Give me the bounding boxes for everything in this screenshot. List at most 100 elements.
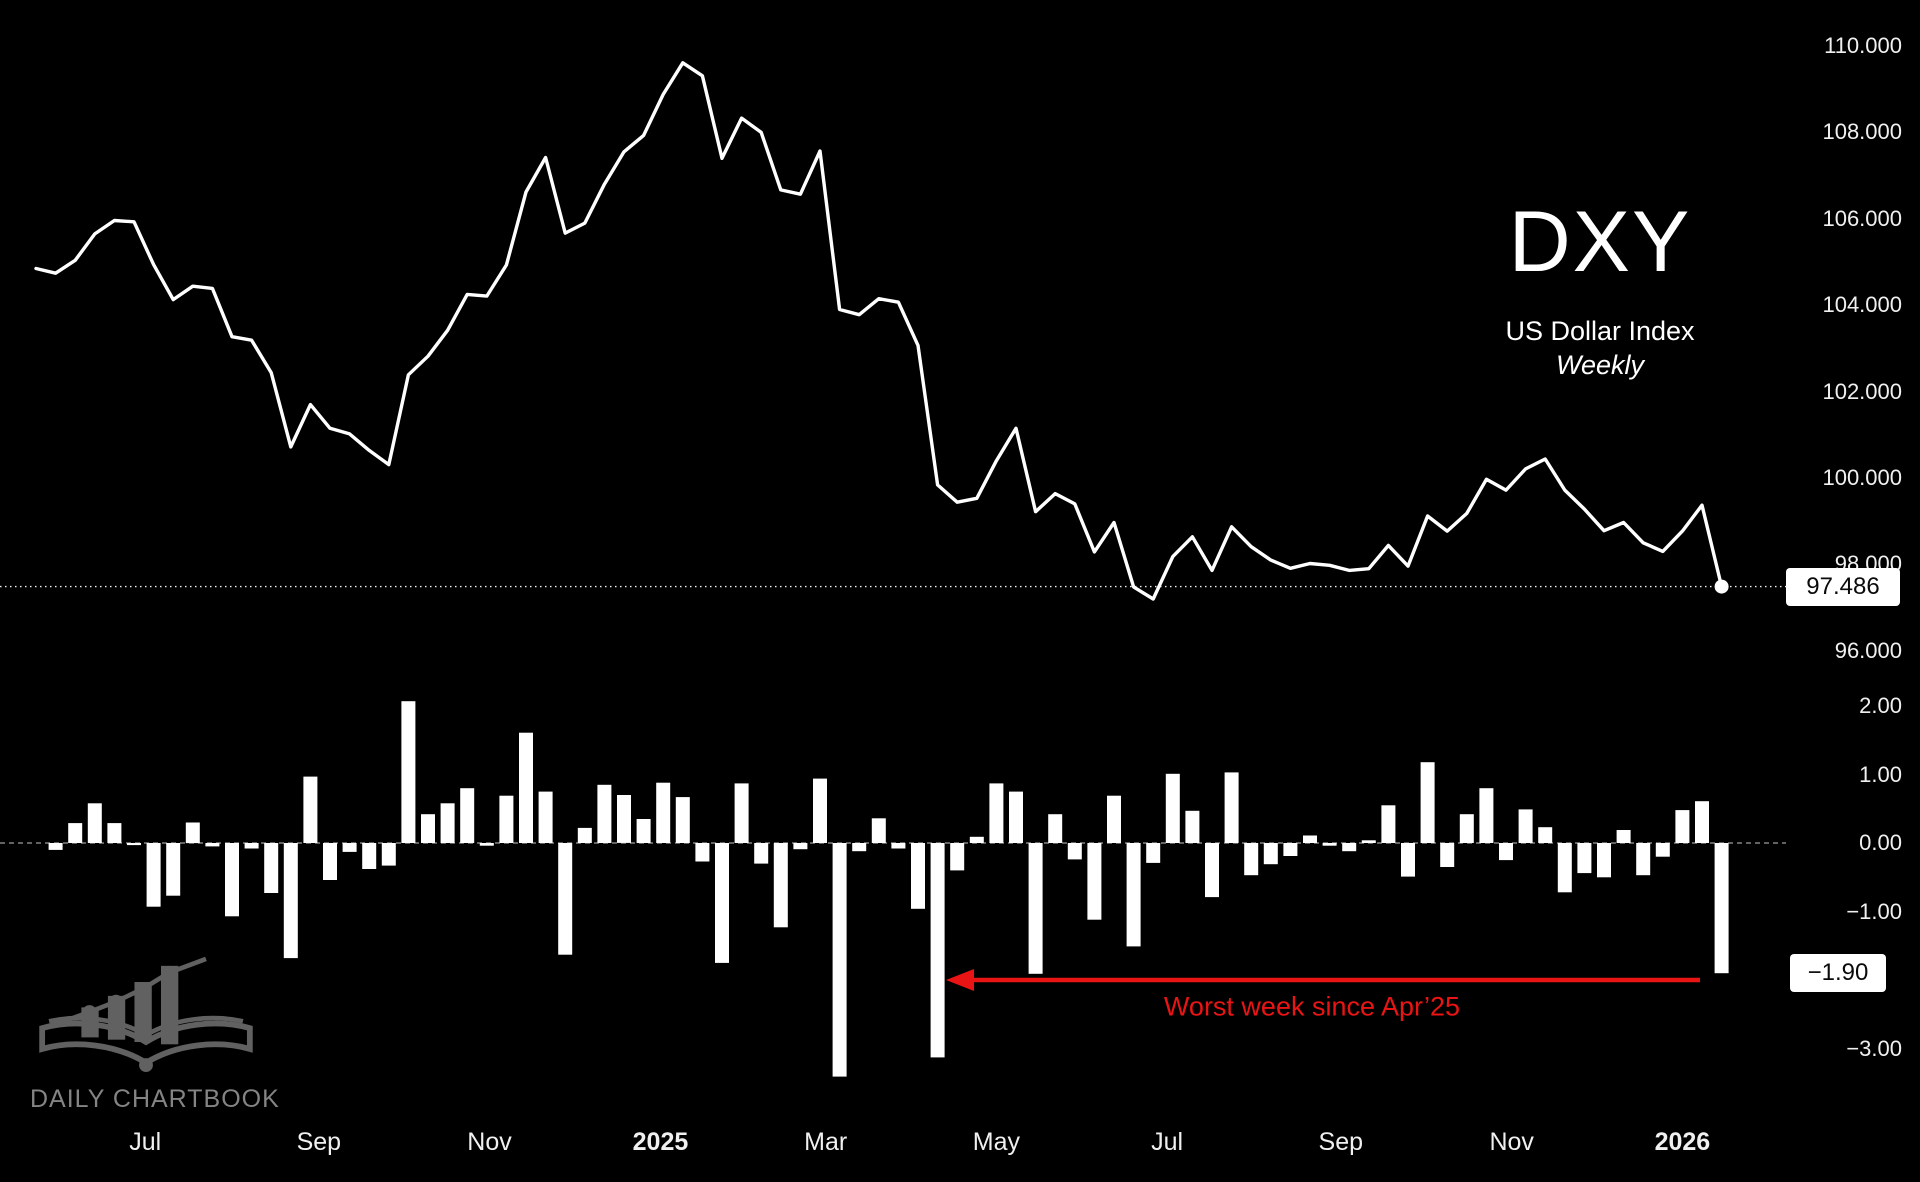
change-bar (989, 783, 1004, 843)
change-bar (1636, 843, 1651, 876)
change-bar (871, 818, 886, 843)
change-bar (1655, 843, 1670, 857)
change-axis-tick: −1.00 (1846, 898, 1902, 924)
last-change-callout: −1.90 (1790, 954, 1886, 992)
change-bar (577, 827, 592, 843)
change-bar (440, 803, 455, 843)
change-axis-tick: 2.00 (1859, 693, 1902, 718)
change-bar (1479, 788, 1494, 843)
change-bar (499, 795, 514, 843)
change-bar (185, 822, 200, 844)
change-bar (1244, 843, 1259, 876)
change-bar (1361, 840, 1376, 843)
change-bar (1087, 843, 1102, 920)
time-axis-tick: Jul (129, 1128, 162, 1156)
change-bar (205, 843, 220, 847)
change-bar (1185, 810, 1200, 843)
change-bar (421, 814, 435, 843)
change-bar (225, 843, 239, 917)
time-axis-tick: Nov (1489, 1128, 1534, 1156)
time-axis-tick: Mar (804, 1128, 848, 1156)
change-bar (127, 843, 141, 846)
change-bar (1303, 835, 1317, 843)
change-bar (1067, 843, 1082, 860)
change-bar (1205, 843, 1219, 898)
change-bar (401, 701, 416, 843)
change-bar (479, 843, 494, 846)
change-bar (1714, 843, 1729, 974)
change-bar (1538, 827, 1553, 843)
change-bar (1048, 814, 1063, 843)
time-axis-tick: Jul (1151, 1128, 1184, 1156)
change-bar (734, 783, 749, 843)
change-bar (264, 843, 279, 893)
time-axis-tick: Sep (296, 1128, 342, 1156)
change-bar (538, 791, 553, 843)
time-axis-tick: Sep (1318, 1128, 1364, 1156)
timeframe-label: Weekly (1555, 350, 1645, 380)
change-bar (911, 843, 925, 909)
change-axis-tick: −3.00 (1846, 1035, 1902, 1061)
change-bar (48, 843, 63, 850)
change-bar (244, 843, 259, 849)
change-bar (1616, 830, 1631, 843)
change-bar (793, 843, 808, 850)
change-bar (166, 843, 181, 896)
change-bar (1675, 810, 1690, 843)
change-bar (1322, 843, 1337, 846)
change-bar (303, 776, 318, 843)
change-bar (1499, 843, 1513, 861)
last-price-callout: 97.486 (1786, 568, 1900, 606)
change-bar (107, 823, 122, 843)
change-bar (1028, 843, 1043, 974)
change-bar (813, 778, 827, 843)
change-bar (1224, 772, 1239, 843)
last-price-dot (1714, 579, 1729, 594)
watermark-text: DAILY CHARTBOOK (30, 1085, 280, 1113)
change-bar (362, 843, 377, 869)
price-axis-tick: 104.000 (1822, 292, 1902, 318)
change-bar (1695, 801, 1709, 843)
change-bar (146, 843, 161, 907)
change-bar (1342, 843, 1357, 852)
change-bar (1126, 843, 1141, 947)
change-bar (1420, 762, 1435, 843)
annotation-arrow-head (946, 969, 974, 991)
change-bar (832, 843, 847, 1077)
time-axis-tick: 2025 (632, 1128, 689, 1156)
change-bar (519, 732, 533, 843)
price-line (34, 61, 1724, 601)
change-bar (1263, 843, 1278, 865)
change-axis-tick: 1.00 (1859, 761, 1902, 787)
instrument-name: US Dollar Index (1505, 316, 1695, 346)
change-bar (1459, 814, 1474, 843)
ticker-symbol: DXY (1508, 194, 1692, 290)
change-bar (969, 836, 984, 843)
change-bar (558, 843, 573, 955)
change-bar (930, 843, 945, 1058)
change-bar (342, 843, 357, 852)
change-bar (381, 843, 396, 866)
change-bar (617, 795, 631, 843)
change-bar (636, 819, 651, 843)
change-bar (1283, 843, 1298, 856)
price-axis-tick: 100.000 (1822, 465, 1902, 490)
title-block: DXY US Dollar Index Weekly (1440, 196, 1760, 380)
change-bar (950, 843, 965, 871)
change-bar (1577, 843, 1592, 874)
change-bar (675, 797, 690, 843)
price-axis-tick: 108.000 (1822, 119, 1902, 145)
change-bar (695, 843, 710, 862)
change-bar (852, 843, 867, 852)
change-bar (715, 843, 729, 963)
change-bar (1440, 843, 1455, 867)
daily-chartbook-logo-icon (39, 956, 253, 1072)
change-bar (1401, 843, 1415, 877)
price-axis-tick: 110.000 (1824, 33, 1902, 58)
watermark: DAILY CHARTBOOK (30, 952, 290, 1114)
change-bar (1165, 773, 1180, 843)
change-bar (597, 784, 612, 843)
change-bar (773, 843, 788, 928)
price-axis-tick: 96.000 (1834, 637, 1902, 663)
